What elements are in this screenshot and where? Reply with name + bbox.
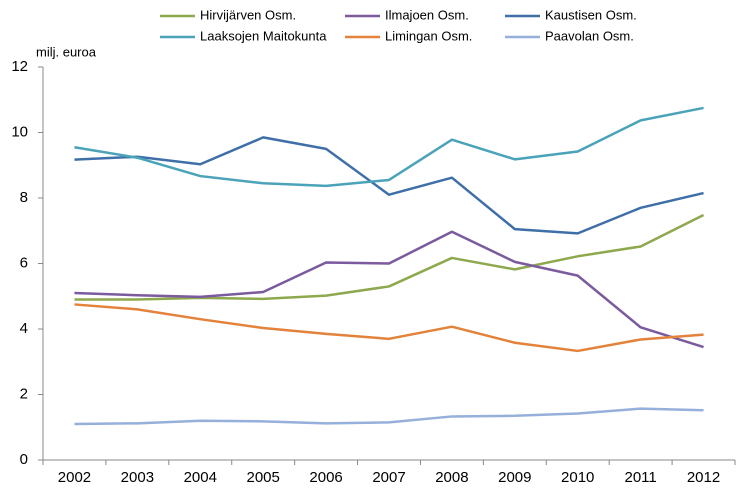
y-tick-label: 12 bbox=[11, 58, 28, 75]
x-tick-label: 2011 bbox=[625, 469, 657, 486]
x-tick-label: 2008 bbox=[435, 469, 468, 486]
y-tick-label: 8 bbox=[20, 189, 28, 206]
x-tick-label: 2005 bbox=[246, 469, 279, 486]
legend-label: Paavolan Osm. bbox=[545, 28, 634, 43]
series-line bbox=[74, 303, 704, 353]
x-tick-label: 2006 bbox=[309, 469, 342, 486]
y-tick-label: 0 bbox=[20, 451, 28, 468]
series-line bbox=[74, 136, 704, 235]
x-tick-label: 2012 bbox=[687, 469, 720, 486]
y-tick-label: 10 bbox=[11, 123, 28, 140]
legend-label: Laaksojen Maitokunta bbox=[200, 28, 327, 43]
x-tick-label: 2002 bbox=[58, 469, 91, 486]
legend-label: Hirvijärven Osm. bbox=[200, 7, 296, 22]
series-line bbox=[74, 407, 704, 426]
x-tick-label: 2003 bbox=[121, 469, 154, 486]
x-tick-label: 2007 bbox=[372, 469, 405, 486]
series-line bbox=[74, 106, 704, 188]
legend-label: Ilmajoen Osm. bbox=[385, 7, 469, 22]
legend-label: Limingan Osm. bbox=[385, 28, 472, 43]
series-line bbox=[74, 213, 705, 301]
x-tick-label: 2004 bbox=[184, 469, 217, 486]
y-tick-label: 2 bbox=[20, 385, 28, 402]
x-tick-label: 2010 bbox=[561, 469, 594, 486]
y-tick-label: 6 bbox=[20, 254, 28, 271]
series-line bbox=[74, 230, 704, 349]
x-tick-label: 2009 bbox=[498, 469, 531, 486]
y-tick-label: 4 bbox=[20, 320, 28, 337]
y-axis-label: milj. euroa bbox=[36, 44, 97, 59]
legend-label: Kaustisen Osm. bbox=[545, 7, 637, 22]
